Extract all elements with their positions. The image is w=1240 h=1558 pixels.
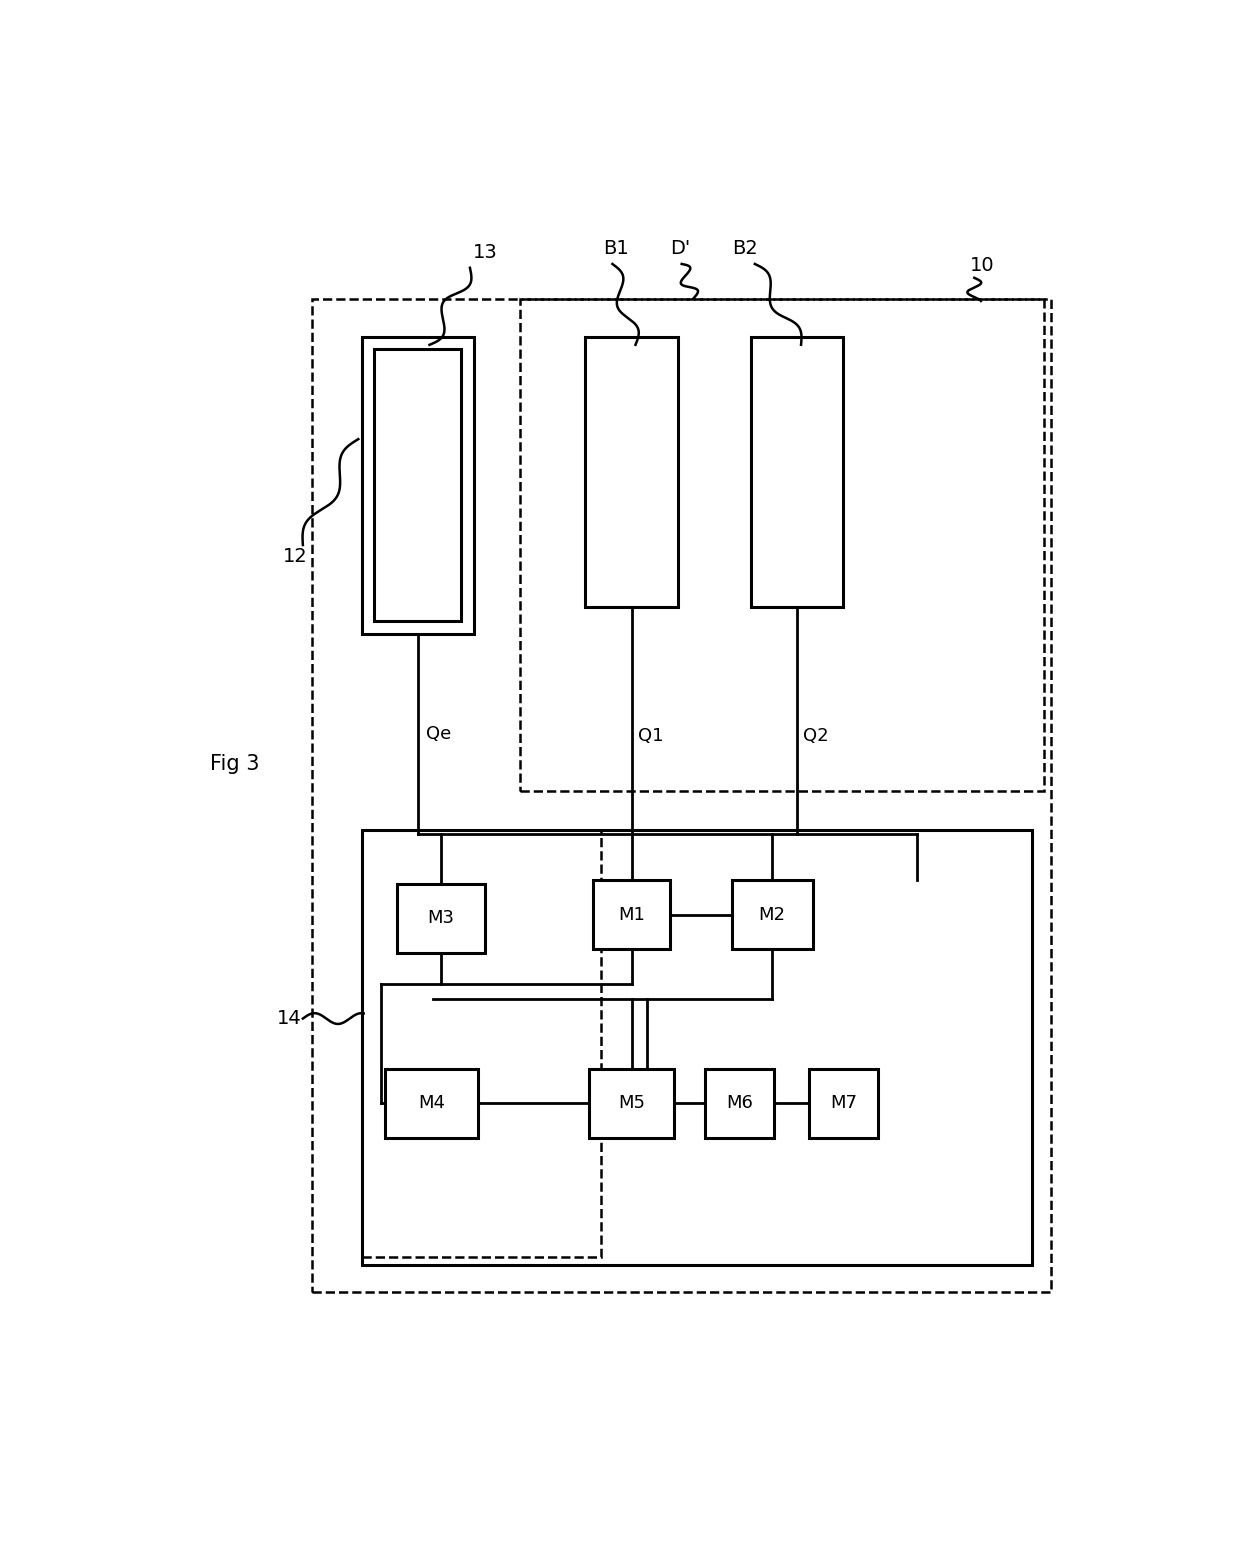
Bar xyxy=(751,337,843,606)
Bar xyxy=(374,349,461,622)
Text: Qe: Qe xyxy=(425,724,451,743)
Text: M3: M3 xyxy=(428,910,455,927)
Bar xyxy=(397,883,485,953)
Text: M2: M2 xyxy=(759,905,786,924)
Bar xyxy=(312,299,1052,1292)
Text: 14: 14 xyxy=(277,1010,301,1028)
Text: Q1: Q1 xyxy=(637,726,663,745)
Text: 10: 10 xyxy=(970,256,994,276)
Text: D': D' xyxy=(670,238,691,259)
Text: M5: M5 xyxy=(619,1094,645,1112)
Bar xyxy=(704,1069,774,1137)
Bar xyxy=(362,830,601,1257)
Bar xyxy=(585,337,678,606)
Bar xyxy=(808,1069,878,1137)
Text: Q2: Q2 xyxy=(804,726,830,745)
Text: M6: M6 xyxy=(725,1094,753,1112)
Text: B1: B1 xyxy=(604,238,629,259)
Text: M7: M7 xyxy=(830,1094,857,1112)
Text: M1: M1 xyxy=(619,905,645,924)
Bar xyxy=(593,880,670,949)
Text: Fig 3: Fig 3 xyxy=(211,754,260,774)
Text: 13: 13 xyxy=(472,243,497,262)
Text: 12: 12 xyxy=(283,547,308,566)
Bar xyxy=(520,299,1044,791)
Bar xyxy=(362,830,1032,1265)
Text: M4: M4 xyxy=(418,1094,445,1112)
Bar xyxy=(362,337,474,634)
Bar xyxy=(589,1069,675,1137)
Bar xyxy=(732,880,812,949)
Bar xyxy=(386,1069,477,1137)
Text: B2: B2 xyxy=(732,238,758,259)
